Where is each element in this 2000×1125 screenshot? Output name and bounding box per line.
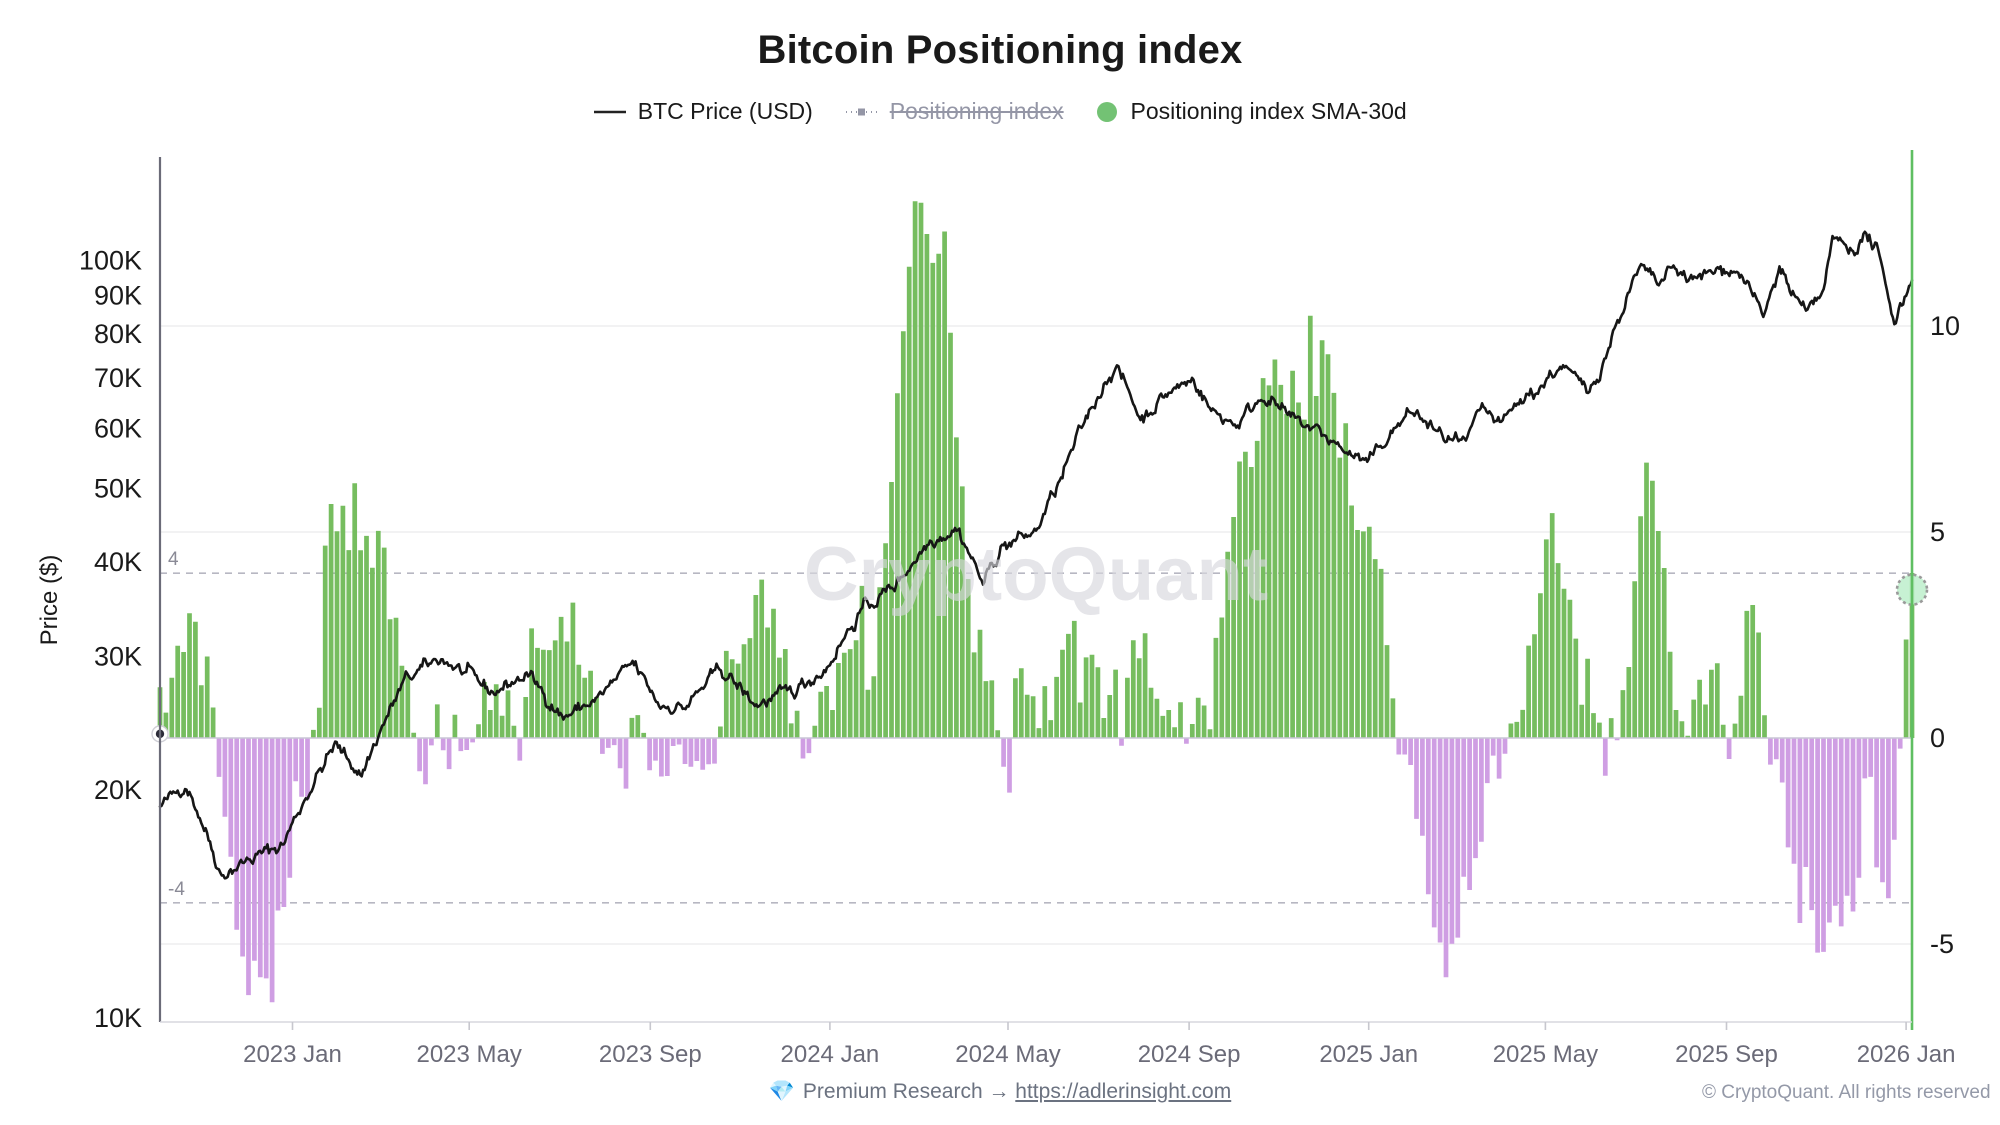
svg-text:30K: 30K <box>94 642 142 672</box>
svg-text:2025 Sep: 2025 Sep <box>1675 1041 1778 1068</box>
svg-text:2023 Jan: 2023 Jan <box>243 1041 342 1068</box>
svg-text:20K: 20K <box>94 775 142 805</box>
svg-text:50K: 50K <box>94 474 142 504</box>
svg-text:90K: 90K <box>94 280 142 310</box>
svg-text:70K: 70K <box>94 363 142 393</box>
svg-text:2024 May: 2024 May <box>955 1041 1060 1068</box>
svg-text:2023 Sep: 2023 Sep <box>599 1041 702 1068</box>
svg-text:2023 May: 2023 May <box>416 1041 521 1068</box>
svg-text:-5: -5 <box>1930 929 1954 959</box>
svg-text:60K: 60K <box>94 414 142 444</box>
svg-text:40K: 40K <box>94 547 142 577</box>
svg-text:10: 10 <box>1930 311 1960 341</box>
svg-text:10K: 10K <box>94 1003 142 1033</box>
svg-text:2025 Jan: 2025 Jan <box>1319 1041 1418 1068</box>
svg-text:2024 Jan: 2024 Jan <box>781 1041 880 1068</box>
svg-text:0: 0 <box>1930 723 1945 753</box>
svg-text:2025 May: 2025 May <box>1493 1041 1598 1068</box>
svg-text:5: 5 <box>1930 517 1945 547</box>
svg-text:80K: 80K <box>94 319 142 349</box>
svg-text:-4: -4 <box>168 879 185 900</box>
svg-text:100K: 100K <box>79 246 142 276</box>
svg-text:4: 4 <box>168 549 179 570</box>
svg-text:2024 Sep: 2024 Sep <box>1138 1041 1241 1068</box>
svg-text:2026 Jan: 2026 Jan <box>1857 1041 1956 1068</box>
svg-text:CryptoQuant: CryptoQuant <box>804 532 1268 617</box>
